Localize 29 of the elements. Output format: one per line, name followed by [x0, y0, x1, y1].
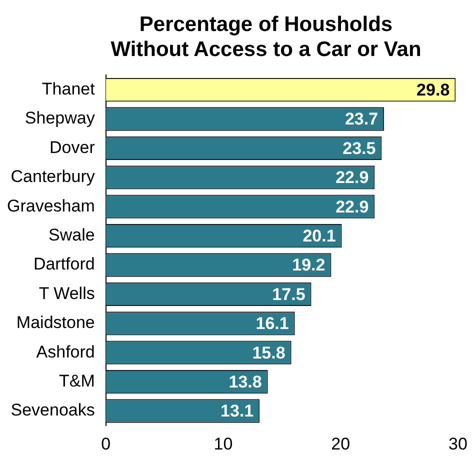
y-tick-label: Dartford	[33, 254, 95, 274]
data-label: 23.5	[342, 138, 376, 158]
x-tick-label: 10	[214, 434, 233, 454]
y-tick-label: T&M	[58, 371, 95, 390]
data-label: 22.9	[336, 168, 369, 188]
data-label: 22.9	[336, 197, 369, 216]
x-tick-label: 30	[448, 434, 468, 454]
x-tick-label: 20	[331, 434, 350, 454]
data-label: 20.1	[302, 226, 336, 246]
y-tick-label: Canterbury	[10, 167, 96, 186]
data-label: 13.1	[220, 402, 254, 421]
y-tick-label: Swale	[48, 225, 95, 244]
chart-title: Percentage of Housholds Without Access to a Car or Van	[110, 12, 422, 62]
y-tick-label: Maidstone	[16, 313, 95, 332]
data-label: 29.8	[416, 80, 450, 100]
data-label: 17.5	[272, 284, 306, 304]
data-label: 13.8	[228, 372, 262, 392]
y-tick-label: Dover	[50, 138, 96, 157]
y-tick-label: T Wells	[38, 284, 95, 303]
y-tick-label: Gravesham	[6, 196, 95, 216]
y-tick-label: Thanet	[42, 79, 96, 98]
data-label: 15.8	[252, 343, 286, 362]
x-tick-label: 0	[101, 434, 111, 454]
data-label: 23.7	[344, 110, 378, 129]
data-label: 19.2	[292, 256, 326, 275]
y-tick-label: Sevenoaks	[10, 400, 95, 420]
y-tick-label: Shepway	[24, 108, 96, 128]
data-label: 16.1	[256, 314, 289, 334]
y-tick-label: Ashford	[36, 342, 95, 362]
